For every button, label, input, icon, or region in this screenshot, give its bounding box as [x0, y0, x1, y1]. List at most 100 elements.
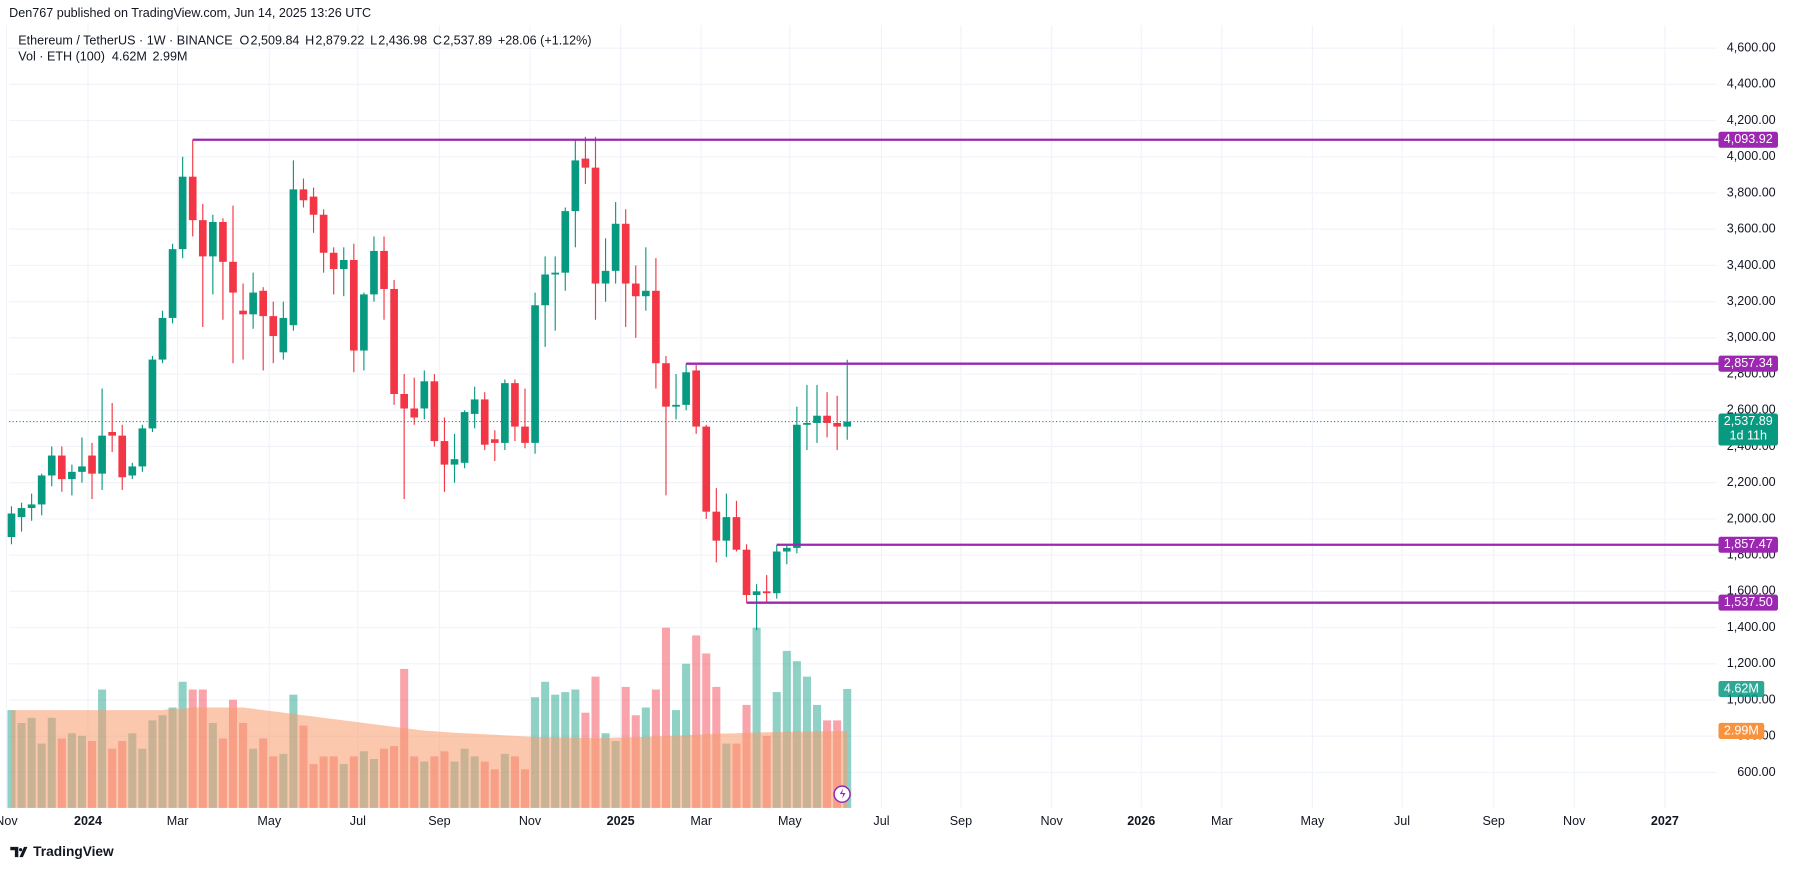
candle-body: [128, 466, 137, 476]
candle-body: [440, 441, 449, 465]
candle-body: [309, 196, 318, 215]
candle-body: [803, 422, 811, 425]
x-tick-label: May: [778, 814, 802, 828]
y-tick-label: 1,400.00: [1727, 620, 1776, 634]
candle-body: [299, 189, 308, 201]
x-tick-label: 2026: [1127, 814, 1155, 828]
x-tick-label: Mar: [690, 814, 712, 828]
candle-body: [68, 471, 76, 480]
candle-body: [843, 421, 852, 427]
candle-body: [490, 439, 499, 443]
x-tick-label: Nov: [1040, 814, 1063, 828]
candle-body: [420, 381, 429, 409]
y-tick-label: 1,600.00: [1727, 584, 1776, 598]
candle-body: [380, 250, 388, 289]
candle-body: [390, 288, 398, 394]
level-badge: [1718, 536, 1778, 553]
volume-badge: [1718, 680, 1765, 697]
candle-body: [430, 381, 439, 442]
candle-body: [229, 261, 237, 293]
grid: [5, 25, 1717, 808]
legend-text: Ethereum / TetherUS · 1W · BINANCE: [18, 34, 232, 48]
candle-body: [209, 221, 217, 257]
y-tick-label: 2,200.00: [1727, 475, 1776, 489]
level-label: 4,093.92: [1724, 132, 1773, 146]
candle-body: [148, 359, 157, 429]
candle-body: [289, 189, 298, 326]
candle-body: [108, 432, 116, 436]
legend-text: 2,879.22: [315, 34, 364, 48]
candle-body: [531, 305, 539, 443]
candle-body: [47, 455, 56, 476]
candle-body: [591, 167, 600, 284]
volume-bar: [752, 627, 761, 808]
legend-text: Vol · ETH (100): [18, 50, 105, 64]
volume-ma-badge: [1718, 722, 1765, 739]
candle-body: [762, 591, 771, 594]
candle-body: [360, 294, 368, 351]
axes: Nov 2024 Mar May Jul Sep Nov 2025 Mar May Jul Sep No…: [0, 40, 1778, 828]
candle-body: [239, 310, 247, 315]
candle-body: [682, 372, 690, 405]
candle-body: [772, 551, 781, 594]
candle-body: [551, 272, 560, 275]
volume-bar: [692, 635, 701, 808]
candle-body: [742, 549, 751, 595]
volume-ma-label: 2.99M: [1724, 723, 1759, 737]
candle-body: [511, 383, 519, 427]
x-tick-label: Sep: [950, 814, 972, 828]
y-tick-label: 600.00: [1737, 765, 1775, 779]
legend: Ethereum / TetherUS · 1W · BINANCE O 2,509…: [18, 34, 591, 64]
legend-text: 2,509.84: [250, 34, 299, 48]
x-tick-label: Nov: [0, 814, 18, 828]
candle-body: [601, 270, 610, 284]
candle-body: [88, 455, 96, 474]
level-label: 1,857.47: [1724, 537, 1773, 551]
x-tick-label: Jul: [1394, 814, 1410, 828]
x-tick-label: May: [1301, 814, 1325, 828]
candle-body: [178, 176, 187, 250]
candle-body: [722, 517, 731, 541]
candle-body: [138, 428, 147, 467]
candle-body: [279, 317, 288, 353]
candle-body: [652, 290, 660, 364]
candle-body: [249, 292, 257, 315]
candle-body: [702, 426, 711, 512]
level-label: 2,857.34: [1724, 356, 1773, 370]
candle-body: [78, 466, 86, 472]
candle-body: [813, 415, 821, 423]
x-tick-label: 2025: [607, 814, 635, 828]
volume-ma-area: [11, 707, 848, 808]
x-tick-label: Nov: [519, 814, 542, 828]
candle-body: [672, 404, 680, 407]
candle-body: [450, 459, 459, 465]
candle-body: [541, 274, 549, 306]
candle-body: [7, 513, 16, 538]
publish-note: Den767 published on TradingView.com, Jun…: [9, 6, 371, 20]
candle-body: [752, 591, 761, 595]
candle-body: [460, 412, 469, 463]
legend-text: C: [433, 34, 442, 48]
volume-label: 4.62M: [1724, 681, 1759, 695]
y-tick-label: 4,400.00: [1727, 77, 1776, 91]
legend-text: H: [305, 34, 314, 48]
x-tick-label: Sep: [1482, 814, 1504, 828]
candle-body: [17, 508, 26, 518]
candle-body: [370, 250, 378, 295]
candle-body: [793, 424, 801, 548]
candle-body: [501, 383, 509, 443]
candle-body: [329, 252, 338, 270]
candle-body: [692, 370, 701, 427]
candle-body: [712, 511, 721, 541]
legend-text: 2.99M: [153, 50, 188, 64]
last-price-badge: [1718, 413, 1778, 446]
volume-bar: [702, 653, 711, 808]
x-tick-label: May: [257, 814, 281, 828]
legend-text: 2,436.98: [378, 34, 427, 48]
logo: [10, 846, 28, 858]
level-badge: [1718, 131, 1778, 148]
candle-body: [611, 223, 620, 271]
x-tick-label: Sep: [428, 814, 450, 828]
candle-body: [410, 408, 419, 418]
legend-text: L: [370, 34, 377, 48]
